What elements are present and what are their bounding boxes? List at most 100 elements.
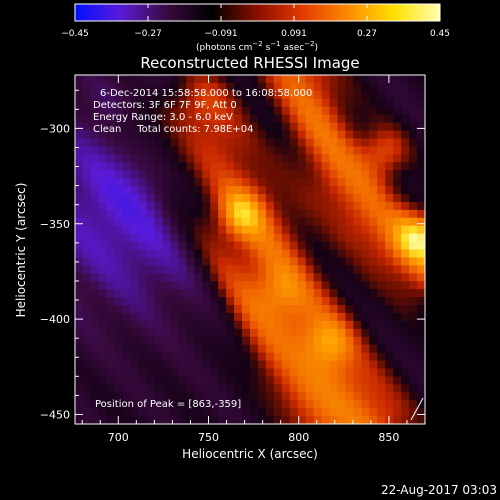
heatmap-cell xyxy=(122,328,132,338)
heatmap-cell xyxy=(146,384,156,393)
heatmap-cell xyxy=(114,233,124,243)
heatmap-cell xyxy=(194,170,203,179)
heatmap-cell xyxy=(361,305,370,314)
heatmap-cell xyxy=(75,209,84,219)
heatmap-cell xyxy=(369,106,378,116)
heatmap-cell xyxy=(242,146,251,155)
heatmap-cell xyxy=(186,146,195,155)
heatmap-cell xyxy=(114,170,124,179)
x-tick-label: 850 xyxy=(378,431,399,444)
heatmap-cell xyxy=(345,320,354,330)
heatmap-cell xyxy=(226,312,235,322)
heatmap-cell xyxy=(218,305,227,314)
heatmap-cell xyxy=(242,186,251,195)
heatmap-cell xyxy=(242,352,251,362)
heatmap-cell xyxy=(401,273,410,282)
heatmap-cell xyxy=(361,376,370,385)
heatmap-cell xyxy=(313,201,323,211)
heatmap-cell xyxy=(154,217,164,227)
heatmap-cell xyxy=(345,225,354,235)
heatmap-cell xyxy=(114,328,124,338)
heatmap-cell xyxy=(369,376,378,385)
heatmap-cell xyxy=(154,328,164,338)
heatmap-cell xyxy=(401,336,410,346)
heatmap-cell xyxy=(377,225,386,235)
heatmap-cell xyxy=(106,265,116,274)
heatmap-cell xyxy=(138,320,148,330)
heatmap-cell xyxy=(234,320,243,330)
heatmap-cell xyxy=(178,201,187,211)
heatmap-cell xyxy=(146,90,156,100)
heatmap-cell xyxy=(82,225,92,235)
heatmap-cell xyxy=(90,217,100,227)
heatmap-cell xyxy=(114,201,124,211)
heatmap-cell xyxy=(369,281,378,290)
heatmap-cell xyxy=(194,217,203,227)
heatmap-cell xyxy=(170,162,179,171)
heatmap-cell xyxy=(409,281,418,290)
heatmap-cell xyxy=(305,257,315,266)
heatmap-cell xyxy=(321,122,331,132)
heatmap-cell xyxy=(313,352,323,362)
heatmap-cell xyxy=(265,162,275,171)
heatmap-cell xyxy=(409,154,418,163)
heatmap-cell xyxy=(297,273,307,282)
heatmap-cell xyxy=(82,138,92,147)
heatmap-cell xyxy=(114,336,124,346)
heatmap-cell xyxy=(242,320,251,330)
heatmap-cell xyxy=(90,186,100,195)
heatmap-cell xyxy=(337,400,347,409)
heatmap-cell xyxy=(130,217,140,227)
heatmap-cell xyxy=(273,360,283,370)
heatmap-cell xyxy=(401,289,410,298)
heatmap-cell xyxy=(226,178,235,187)
heatmap-cell xyxy=(130,249,140,259)
heatmap-cell xyxy=(98,186,108,195)
heatmap-cell xyxy=(82,312,92,322)
heatmap-cell xyxy=(194,400,203,409)
heatmap-cell xyxy=(178,154,187,163)
annotation-block: 6-Dec-2014 15:58:58.000 to 16:08:58.000 … xyxy=(93,88,312,135)
heatmap-cell xyxy=(305,114,315,124)
x-tick-label: 750 xyxy=(198,431,219,444)
heatmap-cell xyxy=(273,265,283,274)
heatmap-cell xyxy=(281,368,291,378)
heatmap-cell xyxy=(162,130,172,140)
plot-frame xyxy=(74,74,426,425)
heatmap-cell xyxy=(385,368,394,378)
heatmap-cell xyxy=(170,384,179,393)
heatmap-cell xyxy=(234,75,243,84)
heatmap-cell xyxy=(281,344,291,354)
heatmap-cell xyxy=(162,416,172,424)
heatmap-cell xyxy=(234,106,243,116)
heatmap-cell xyxy=(265,320,275,330)
heatmap-cell xyxy=(345,186,354,195)
heatmap-cell xyxy=(178,241,187,251)
heatmap-cell xyxy=(242,122,251,132)
heatmap-cell xyxy=(146,170,156,179)
heatmap-cell xyxy=(305,392,315,401)
heatmap-cell xyxy=(194,146,203,155)
heatmap-cell xyxy=(162,289,172,298)
heatmap-cell xyxy=(265,178,275,187)
heatmap-cell xyxy=(297,384,307,393)
heatmap-cell xyxy=(202,289,211,298)
heatmap-cell xyxy=(297,122,307,132)
heatmap-cell xyxy=(337,241,347,251)
heatmap-cell xyxy=(273,416,283,424)
heatmap-cell xyxy=(417,265,425,274)
y-tick-label: −400 xyxy=(40,313,70,326)
heatmap-cell xyxy=(138,146,148,155)
heatmap-cell xyxy=(257,233,267,243)
heatmap-cell xyxy=(265,186,275,195)
heatmap-cell xyxy=(106,328,116,338)
heatmap-cell xyxy=(82,209,92,219)
heatmap-cell xyxy=(265,297,275,306)
heatmap-cell xyxy=(226,201,235,211)
heatmap-cell xyxy=(162,376,172,385)
heatmap-cell xyxy=(106,305,116,314)
heatmap-cell xyxy=(130,98,140,108)
heatmap-cell xyxy=(170,138,179,147)
heatmap-cell xyxy=(178,312,187,322)
heatmap-cell xyxy=(130,75,140,84)
